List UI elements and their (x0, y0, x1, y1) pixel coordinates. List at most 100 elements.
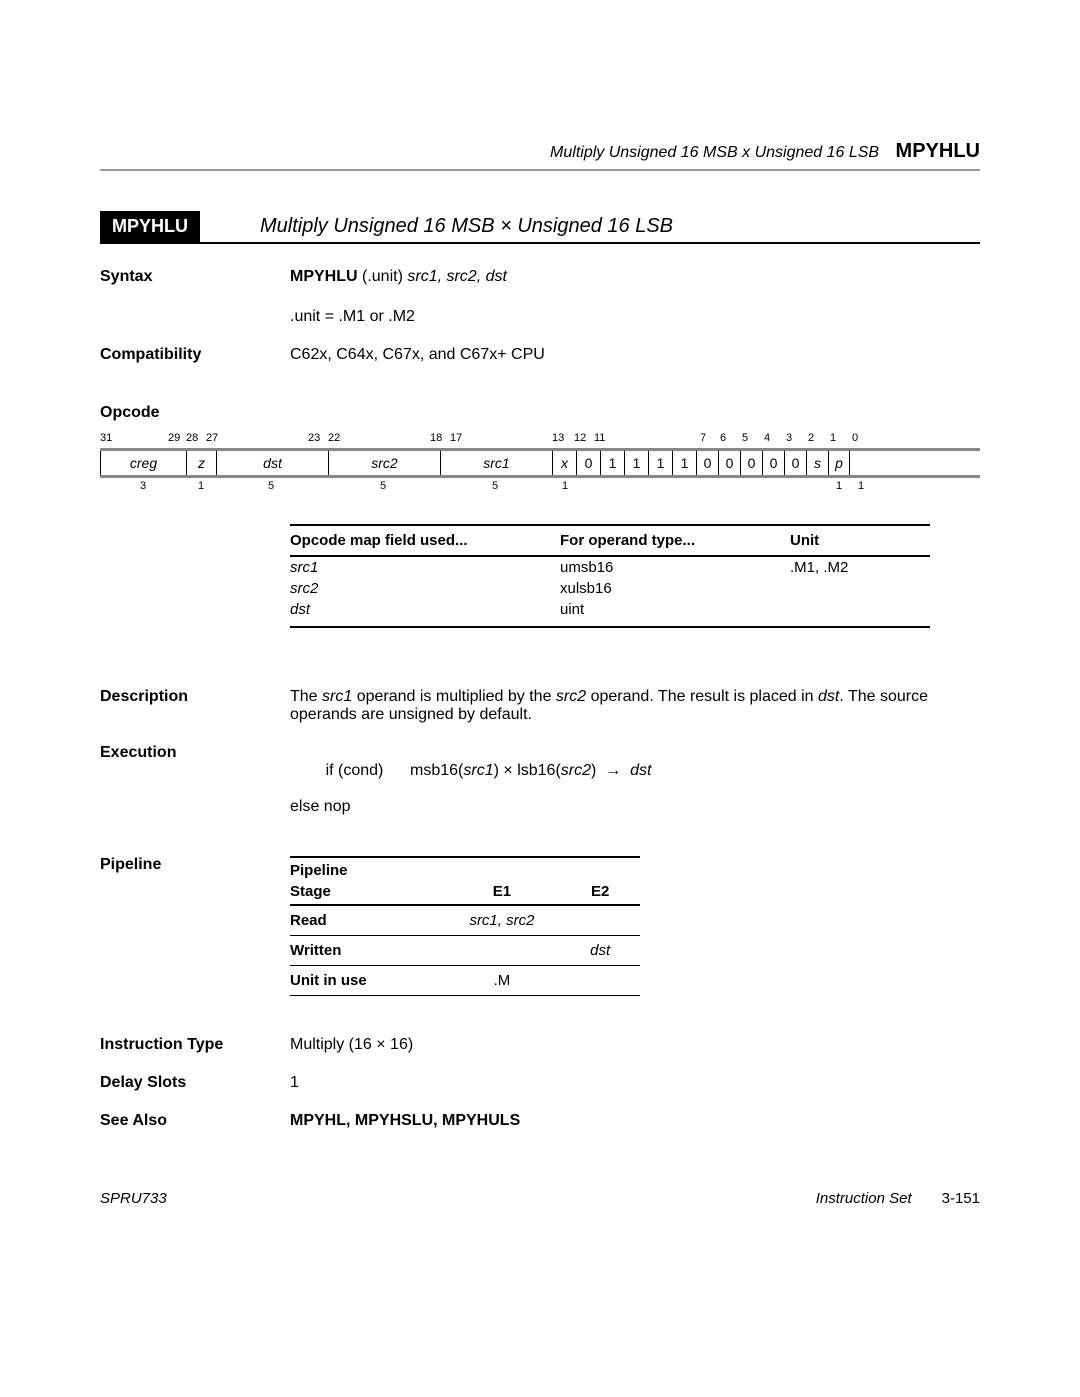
seealso-val: MPYHL, MPYHSLU, MPYHULS (290, 1112, 980, 1130)
opcode-cell: z (186, 451, 216, 475)
pipe-row: Unit in use .M (290, 966, 640, 996)
compat-label: Compatibility (100, 346, 290, 364)
header-subtitle: Multiply Unsigned 16 MSB x Unsigned 16 L… (550, 144, 879, 161)
seealso-row: See Also MPYHL, MPYHSLU, MPYHULS (100, 1112, 980, 1130)
bit-width: 1 (836, 480, 842, 492)
bit-label: 2 (808, 432, 814, 444)
map-row: src2 xulsb16 (290, 578, 930, 599)
opcode-cell: src1 (440, 451, 552, 475)
map-h1: Opcode map field used... (290, 525, 560, 556)
desc-it: dst (818, 688, 839, 705)
map-cell: src1 (290, 556, 560, 578)
map-cell: uint (560, 599, 790, 627)
bit-width: 1 (198, 480, 204, 492)
page-footer: SPRU733 Instruction Set3-151 (100, 1190, 980, 1207)
bit-label: 29 (168, 432, 180, 444)
desc-it: src1 (322, 688, 352, 705)
pipe-lbl: Written (290, 936, 444, 966)
opcode-bit-top: 312928272322181713121176543210 (100, 432, 980, 446)
map-cell: .M1, .M2 (790, 556, 930, 578)
syntax-row: Syntax MPYHLU (.unit) src1, src2, dst .u… (100, 268, 980, 326)
pipe-lbl: Read (290, 905, 444, 936)
syntax-unit: .unit = .M1 or .M2 (290, 308, 980, 326)
map-row: src1 umsb16 .M1, .M2 (290, 556, 930, 578)
bit-label: 11 (594, 432, 605, 444)
seealso-label: See Also (100, 1112, 290, 1130)
map-cell (790, 578, 930, 599)
execution-row: Execution if (cond) msb16(src1) × lsb16(… (100, 744, 980, 816)
opcode-cell: 1 (648, 451, 672, 475)
instr-type-label: Instruction Type (100, 1036, 290, 1054)
pipe-lbl: Unit in use (290, 966, 444, 996)
opcode-bit-bot: 31555111 (100, 480, 980, 494)
it-pre: Multiply (16 (290, 1036, 376, 1053)
opcode-cell: src2 (328, 451, 440, 475)
bit-width: 1 (562, 480, 568, 492)
exec-it: src1 (463, 762, 493, 779)
map-cell: src2 (290, 578, 560, 599)
pipeline-content: Pipeline Stage E1 E2 Read src1, src2 Wri… (290, 856, 980, 996)
execution-label: Execution (100, 744, 290, 816)
exec-text: ) × lsb16( (494, 762, 561, 779)
pipe-cell (578, 966, 640, 996)
bit-width: 3 (140, 480, 146, 492)
bit-label: 31 (100, 432, 112, 444)
desc-pre: Multiply Unsigned 16 MSB (260, 215, 500, 237)
mnemonic-desc: Multiply Unsigned 16 MSB × Unsigned 16 L… (260, 211, 980, 242)
footer-left: SPRU733 (100, 1190, 167, 1207)
syntax-mnemonic: MPYHLU (290, 268, 358, 285)
bit-label: 3 (786, 432, 792, 444)
footer-page: 3-151 (942, 1190, 980, 1207)
bit-label: 4 (764, 432, 770, 444)
pipe-cell (578, 905, 640, 936)
opcode-cell: 0 (718, 451, 740, 475)
pipe-cell: dst (578, 936, 640, 966)
exec-text: if (cond) (326, 762, 384, 779)
desc-text: The (290, 688, 322, 705)
bit-label: 27 (206, 432, 218, 444)
map-row: dst uint (290, 599, 930, 627)
instr-type-row: Instruction Type Multiply (16 × 16) (100, 1036, 980, 1054)
opcode-cell: 0 (762, 451, 784, 475)
bit-label: 18 (430, 432, 442, 444)
bit-label: 17 (450, 432, 462, 444)
bit-label: 6 (720, 432, 726, 444)
pipe-cell (444, 936, 579, 966)
opcode-cell: 0 (740, 451, 762, 475)
exec-gap (383, 762, 410, 779)
footer-right: Instruction Set3-151 (816, 1190, 980, 1207)
mnemonic-box: MPYHLU (100, 211, 200, 242)
map-cell (790, 599, 930, 627)
description-content: The src1 operand is multiplied by the sr… (290, 688, 980, 724)
syntax-args-it: src1, src2, dst (407, 268, 507, 285)
desc-post: Unsigned 16 LSB (512, 215, 673, 237)
map-cell: umsb16 (560, 556, 790, 578)
opcode-cell: creg (100, 451, 186, 475)
map-h2: For operand type... (560, 525, 790, 556)
exec-text: ) → (591, 762, 630, 779)
delay-row: Delay Slots 1 (100, 1074, 980, 1092)
opcode-cell: 1 (672, 451, 696, 475)
pipe-row: Written dst (290, 936, 640, 966)
pipe-cell: src1, src2 (444, 905, 579, 936)
desc-text: operand is multiplied by the (352, 688, 556, 705)
pipe-cell: .M (444, 966, 579, 996)
pipeline-label: Pipeline (100, 856, 290, 996)
map-cell: xulsb16 (560, 578, 790, 599)
bit-label: 12 (574, 432, 586, 444)
pipe-h1b: Stage (290, 879, 444, 905)
bit-width: 5 (268, 480, 274, 492)
opcode-cells: cregzdstsrc2src1x0111100000sp (100, 448, 980, 478)
desc-text: operand. The result is placed in (586, 688, 818, 705)
bit-label: 7 (700, 432, 706, 444)
opcode-cell: 1 (600, 451, 624, 475)
exec-it: src2 (561, 762, 591, 779)
pipeline-row: Pipeline Pipeline Stage E1 E2 Read src1,… (100, 856, 980, 996)
opcode-diagram: 312928272322181713121176543210 cregzdsts… (100, 432, 980, 494)
instr-type-content: Multiply (16 × 16) (290, 1036, 980, 1054)
bit-label: 23 (308, 432, 320, 444)
opcode-cell: s (806, 451, 828, 475)
header-title: MPYHLU (896, 140, 980, 162)
delay-val: 1 (290, 1074, 980, 1092)
bit-width: 5 (492, 480, 498, 492)
